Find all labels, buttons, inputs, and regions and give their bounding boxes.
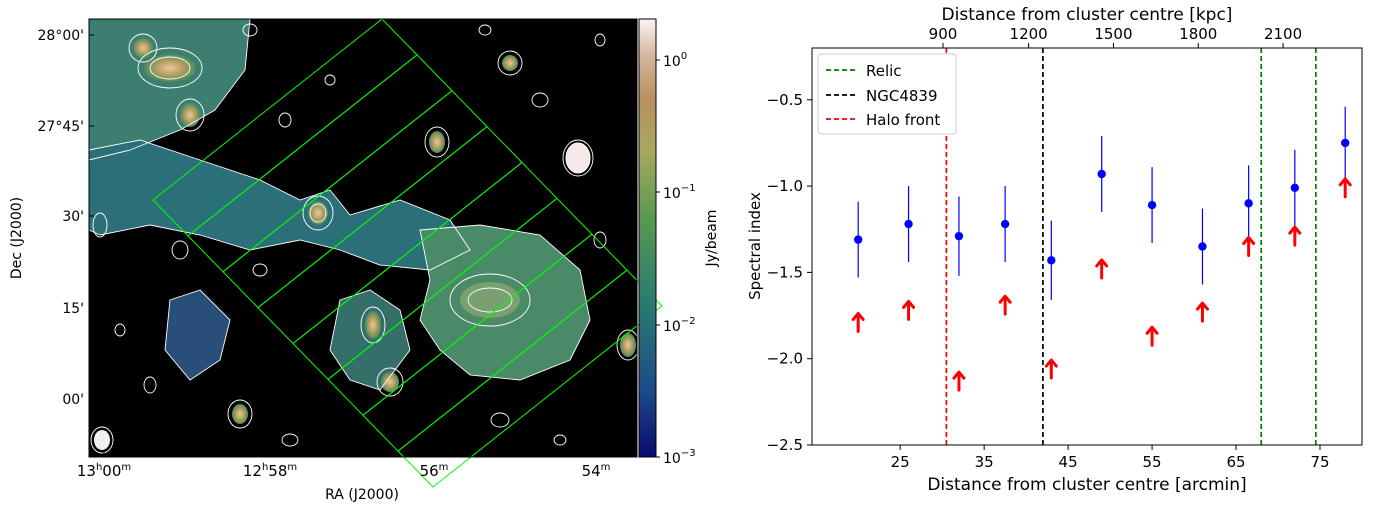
plot-frame: [811, 47, 1363, 446]
x-tick-label: 65: [1226, 453, 1245, 471]
colorbar-tick-label: 10−3: [663, 448, 696, 467]
lower-limit-arrow: [902, 299, 916, 321]
ra-tick-label: 13h00m: [77, 462, 131, 480]
ra-tick-marks: [103, 452, 597, 457]
data-point: [1290, 183, 1300, 193]
data-points: [853, 138, 1350, 265]
data-point: [853, 235, 863, 244]
y-tick-label: −2.0: [767, 350, 803, 368]
y-tick-label: −2.5: [767, 436, 803, 454]
dec-tick-labels: 28°00' 27°45' 30' 15' 00': [38, 28, 84, 408]
top-axis-label: Distance from cluster centre [kpc]: [942, 5, 1233, 25]
top-tick-label: 900: [929, 25, 958, 43]
data-point: [1198, 242, 1207, 251]
data-point: [1047, 256, 1056, 265]
lower-limit-arrow: [1044, 358, 1058, 380]
colorbar-tick-label: 10−2: [663, 316, 696, 335]
colorbar-tick-label: 100: [663, 51, 687, 70]
dec-tick-label: 28°00': [38, 28, 84, 44]
legend: Relic NGC4839 Halo front: [817, 53, 957, 135]
y-tick-label: −1.0: [767, 177, 803, 195]
data-point: [1147, 200, 1157, 210]
y-tick-label: −1.5: [767, 263, 803, 281]
top-tick-label: 1200: [1010, 25, 1048, 43]
legend-label-ngc4839: NGC4839: [866, 87, 938, 105]
ra-tick-label: 12h58m: [243, 462, 297, 480]
x-ticks: 25 35 45 55 65 75: [891, 445, 1330, 471]
dec-tick-label: 15': [62, 301, 84, 317]
top-ticks: 900 1200 1500 1800 2100: [929, 25, 1302, 48]
y-tick-label: −0.5: [767, 91, 803, 109]
ra-tick-labels: 13h00m 12h58m 56m 54m: [77, 462, 611, 480]
ra-axis-label: RA (J2000): [325, 487, 399, 503]
lower-limit-arrow: [1338, 177, 1352, 199]
spectral-index-plot: 25 35 45 55 65 75 −2.5 −2.0 −1.5 −1.0 −0.5 900 120…: [746, 5, 1363, 495]
lower-limit-arrow: [1195, 301, 1209, 323]
top-tick-label: 1500: [1094, 25, 1132, 43]
strip-regions: [152, 18, 663, 488]
ra-tick-label: 56m: [420, 462, 449, 480]
ra-tick-label: 54m: [582, 462, 611, 480]
dec-tick-label: 00': [62, 392, 84, 408]
dec-tick-label: 30': [62, 209, 84, 225]
y-ticks: −2.5 −2.0 −1.5 −1.0 −0.5: [767, 91, 812, 454]
legend-label-relic: Relic: [866, 62, 902, 80]
lower-limit-arrow: [952, 370, 966, 392]
data-point: [1000, 219, 1010, 229]
lower-limit-arrow: [851, 311, 865, 333]
lower-limit-arrow: [1288, 225, 1302, 247]
dec-axis-label: Dec (J2000): [9, 197, 25, 279]
x-tick-label: 25: [891, 453, 910, 471]
lower-limit-arrow: [998, 294, 1012, 316]
x-axis-label: Distance from cluster centre [arcmin]: [927, 475, 1246, 495]
data-point: [1341, 138, 1350, 148]
x-tick-label: 45: [1059, 453, 1078, 471]
radio-image-frame: [88, 18, 638, 458]
legend-box: [817, 53, 957, 135]
colorbar: [638, 18, 657, 458]
colorbar-ticks: [656, 59, 660, 458]
top-tick-label: 1800: [1179, 25, 1217, 43]
x-tick-label: 35: [975, 453, 994, 471]
x-tick-label: 75: [1310, 453, 1329, 471]
colorbar-tick-label: 10−1: [663, 183, 696, 202]
y-axis-label: Spectral index: [746, 192, 764, 300]
data-point: [1244, 199, 1253, 208]
legend-label-halo-front: Halo front: [866, 111, 940, 129]
strip-region: [397, 269, 663, 488]
colorbar-label: Jy/beam: [704, 210, 720, 268]
intensity-contours: [89, 19, 637, 454]
data-point: [954, 231, 964, 241]
lower-limit-arrow: [1242, 236, 1256, 257]
top-tick-label: 2100: [1264, 25, 1302, 43]
x-tick-label: 55: [1143, 453, 1162, 471]
data-point: [904, 219, 913, 229]
data-point: [1097, 169, 1106, 179]
lower-limit-arrow: [1095, 258, 1109, 280]
colorbar-tick-labels: 100 10−1 10−2 10−3: [663, 51, 696, 467]
radio-image-panel: 13h00m 12h58m 56m 54m RA (J2000) 28°00' …: [9, 18, 720, 503]
dec-tick-label: 27°45': [38, 119, 84, 135]
lower-limit-arrow: [1145, 325, 1159, 347]
dec-tick-marks: [89, 34, 94, 400]
lower-limit-arrows: [851, 177, 1352, 392]
